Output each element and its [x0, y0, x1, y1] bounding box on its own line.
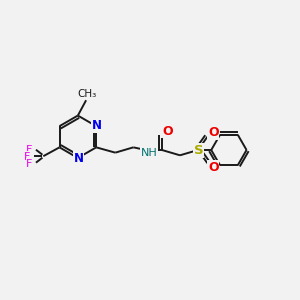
- Text: CH₃: CH₃: [77, 89, 96, 99]
- Text: N: N: [92, 119, 102, 132]
- Text: F: F: [26, 159, 33, 169]
- Text: O: O: [208, 161, 219, 174]
- Text: F: F: [26, 145, 33, 155]
- Text: NH: NH: [141, 148, 158, 158]
- Text: N: N: [74, 152, 83, 165]
- Text: O: O: [208, 126, 219, 139]
- Text: S: S: [194, 144, 203, 157]
- Text: O: O: [162, 125, 172, 138]
- Text: F: F: [24, 152, 30, 162]
